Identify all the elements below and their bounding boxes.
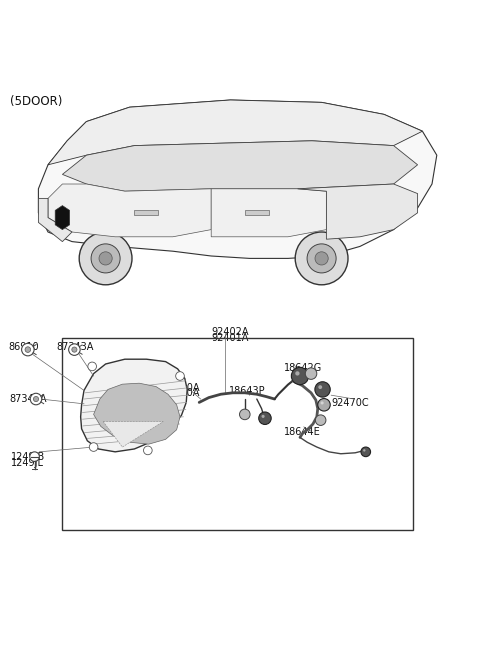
Circle shape	[79, 232, 132, 285]
Text: 1249JB: 1249JB	[11, 452, 45, 462]
Polygon shape	[48, 100, 422, 165]
Circle shape	[321, 401, 324, 405]
Polygon shape	[81, 359, 187, 452]
Circle shape	[30, 452, 39, 461]
Polygon shape	[55, 205, 70, 230]
Circle shape	[361, 447, 371, 457]
Circle shape	[295, 232, 348, 285]
Circle shape	[88, 362, 96, 371]
Text: 86910: 86910	[9, 342, 39, 352]
Circle shape	[240, 409, 250, 420]
Circle shape	[291, 367, 309, 384]
Circle shape	[259, 412, 271, 424]
Polygon shape	[38, 100, 437, 258]
Circle shape	[307, 244, 336, 273]
Text: 92470C: 92470C	[331, 398, 369, 407]
Bar	[62, 338, 413, 529]
Circle shape	[262, 415, 264, 418]
Circle shape	[34, 396, 38, 401]
Circle shape	[99, 252, 112, 265]
Polygon shape	[245, 211, 269, 215]
Circle shape	[318, 399, 330, 411]
Text: 18642G: 18642G	[284, 363, 323, 373]
Circle shape	[25, 347, 31, 352]
Circle shape	[295, 371, 300, 376]
Text: 92402A: 92402A	[211, 327, 249, 337]
Polygon shape	[62, 141, 418, 191]
Text: 92420A: 92420A	[162, 382, 200, 393]
Polygon shape	[134, 211, 158, 215]
Circle shape	[89, 443, 98, 451]
Circle shape	[315, 252, 328, 265]
Text: 92410A: 92410A	[162, 388, 200, 398]
Circle shape	[144, 446, 152, 455]
Circle shape	[30, 394, 42, 405]
Polygon shape	[103, 422, 163, 447]
Circle shape	[363, 449, 366, 451]
Circle shape	[22, 343, 34, 356]
Circle shape	[305, 368, 317, 379]
Circle shape	[69, 344, 80, 356]
Circle shape	[91, 244, 120, 273]
Circle shape	[72, 347, 77, 352]
Polygon shape	[48, 184, 211, 237]
Polygon shape	[94, 383, 180, 444]
Text: 87342A: 87342A	[10, 394, 47, 404]
Polygon shape	[298, 184, 418, 239]
Circle shape	[318, 385, 322, 389]
Text: 1249JL: 1249JL	[11, 458, 44, 468]
Polygon shape	[38, 198, 72, 241]
Circle shape	[315, 382, 330, 397]
Circle shape	[176, 372, 184, 380]
Text: 87343A: 87343A	[57, 342, 94, 352]
Text: 18644E: 18644E	[284, 427, 321, 437]
Polygon shape	[211, 189, 326, 237]
Text: 92401A: 92401A	[211, 333, 249, 343]
Text: 18643P: 18643P	[229, 386, 266, 396]
Text: (5DOOR): (5DOOR)	[10, 95, 62, 108]
Circle shape	[315, 415, 326, 426]
